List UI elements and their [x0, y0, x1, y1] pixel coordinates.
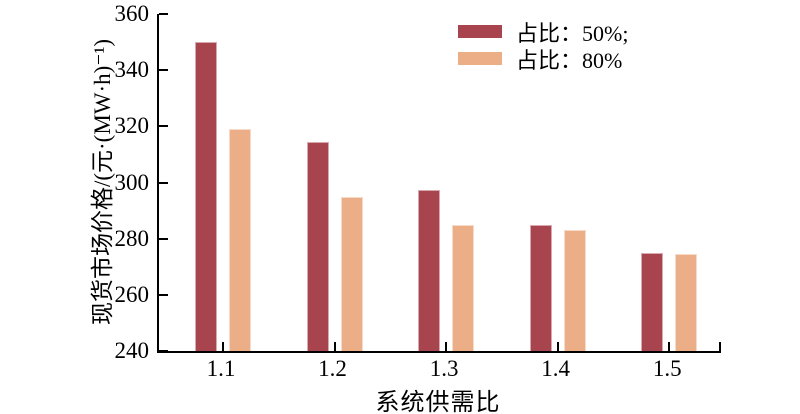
legend-entry-1: 占比：80% [458, 45, 628, 73]
y-tick-label-240: 240 [114, 338, 150, 363]
plot-area [157, 13, 721, 353]
y-tick-label-280: 280 [114, 225, 150, 251]
legend: 占比：50%; 占比：80% [458, 18, 629, 73]
x-tick-1.5 [668, 342, 671, 351]
y-tick-label-260: 260 [114, 281, 150, 307]
x-tick-1.3 [445, 342, 448, 351]
y-tick-320 [159, 125, 168, 128]
x-tick-label-1.3: 1.3 [429, 356, 459, 381]
y-tick-label-300: 300 [114, 169, 150, 195]
bar-1.5-series-0 [641, 252, 664, 351]
y-tick-label-340: 340 [114, 57, 150, 83]
bar-1.3-series-0 [418, 189, 441, 351]
y-tick-340 [159, 69, 168, 72]
x-tick-label-1.1: 1.1 [206, 356, 236, 381]
bar-1.4-series-1 [563, 230, 586, 351]
bar-1.4-series-0 [529, 224, 552, 351]
x-tick-1.2 [333, 342, 336, 351]
bar-1.2-series-1 [340, 196, 363, 351]
bar-1.2-series-0 [306, 141, 329, 351]
legend-label-0: 占比：50%; [516, 20, 629, 46]
legend-swatch-0 [458, 25, 502, 38]
legend-label-1: 占比：80% [516, 47, 623, 73]
bar-1.1-series-0 [195, 42, 217, 351]
y-tick-label-360: 360 [114, 1, 150, 26]
y-tick-360 [159, 13, 168, 15]
x-tick-label-1.5: 1.5 [652, 356, 682, 381]
bar-1.5-series-1 [675, 254, 698, 351]
x-axis-title: 系统供需比 [375, 390, 501, 414]
x-tick-label-1.2: 1.2 [318, 356, 347, 381]
x-tick-label-1.4: 1.4 [541, 356, 571, 381]
y-tick-300 [159, 181, 168, 184]
y-tick-label-320: 320 [114, 113, 150, 139]
bar-1.1-series-1 [229, 129, 251, 351]
x-tick-1.1 [222, 342, 224, 351]
y-tick-280 [159, 237, 168, 240]
x-axis-end-tick [719, 342, 721, 351]
bar-1.3-series-1 [452, 224, 475, 351]
legend-entry-0: 占比：50%; [458, 18, 629, 46]
legend-swatch-1 [458, 52, 502, 65]
x-tick-1.4 [556, 342, 559, 351]
y-tick-240 [159, 350, 168, 352]
y-tick-260 [159, 293, 168, 296]
